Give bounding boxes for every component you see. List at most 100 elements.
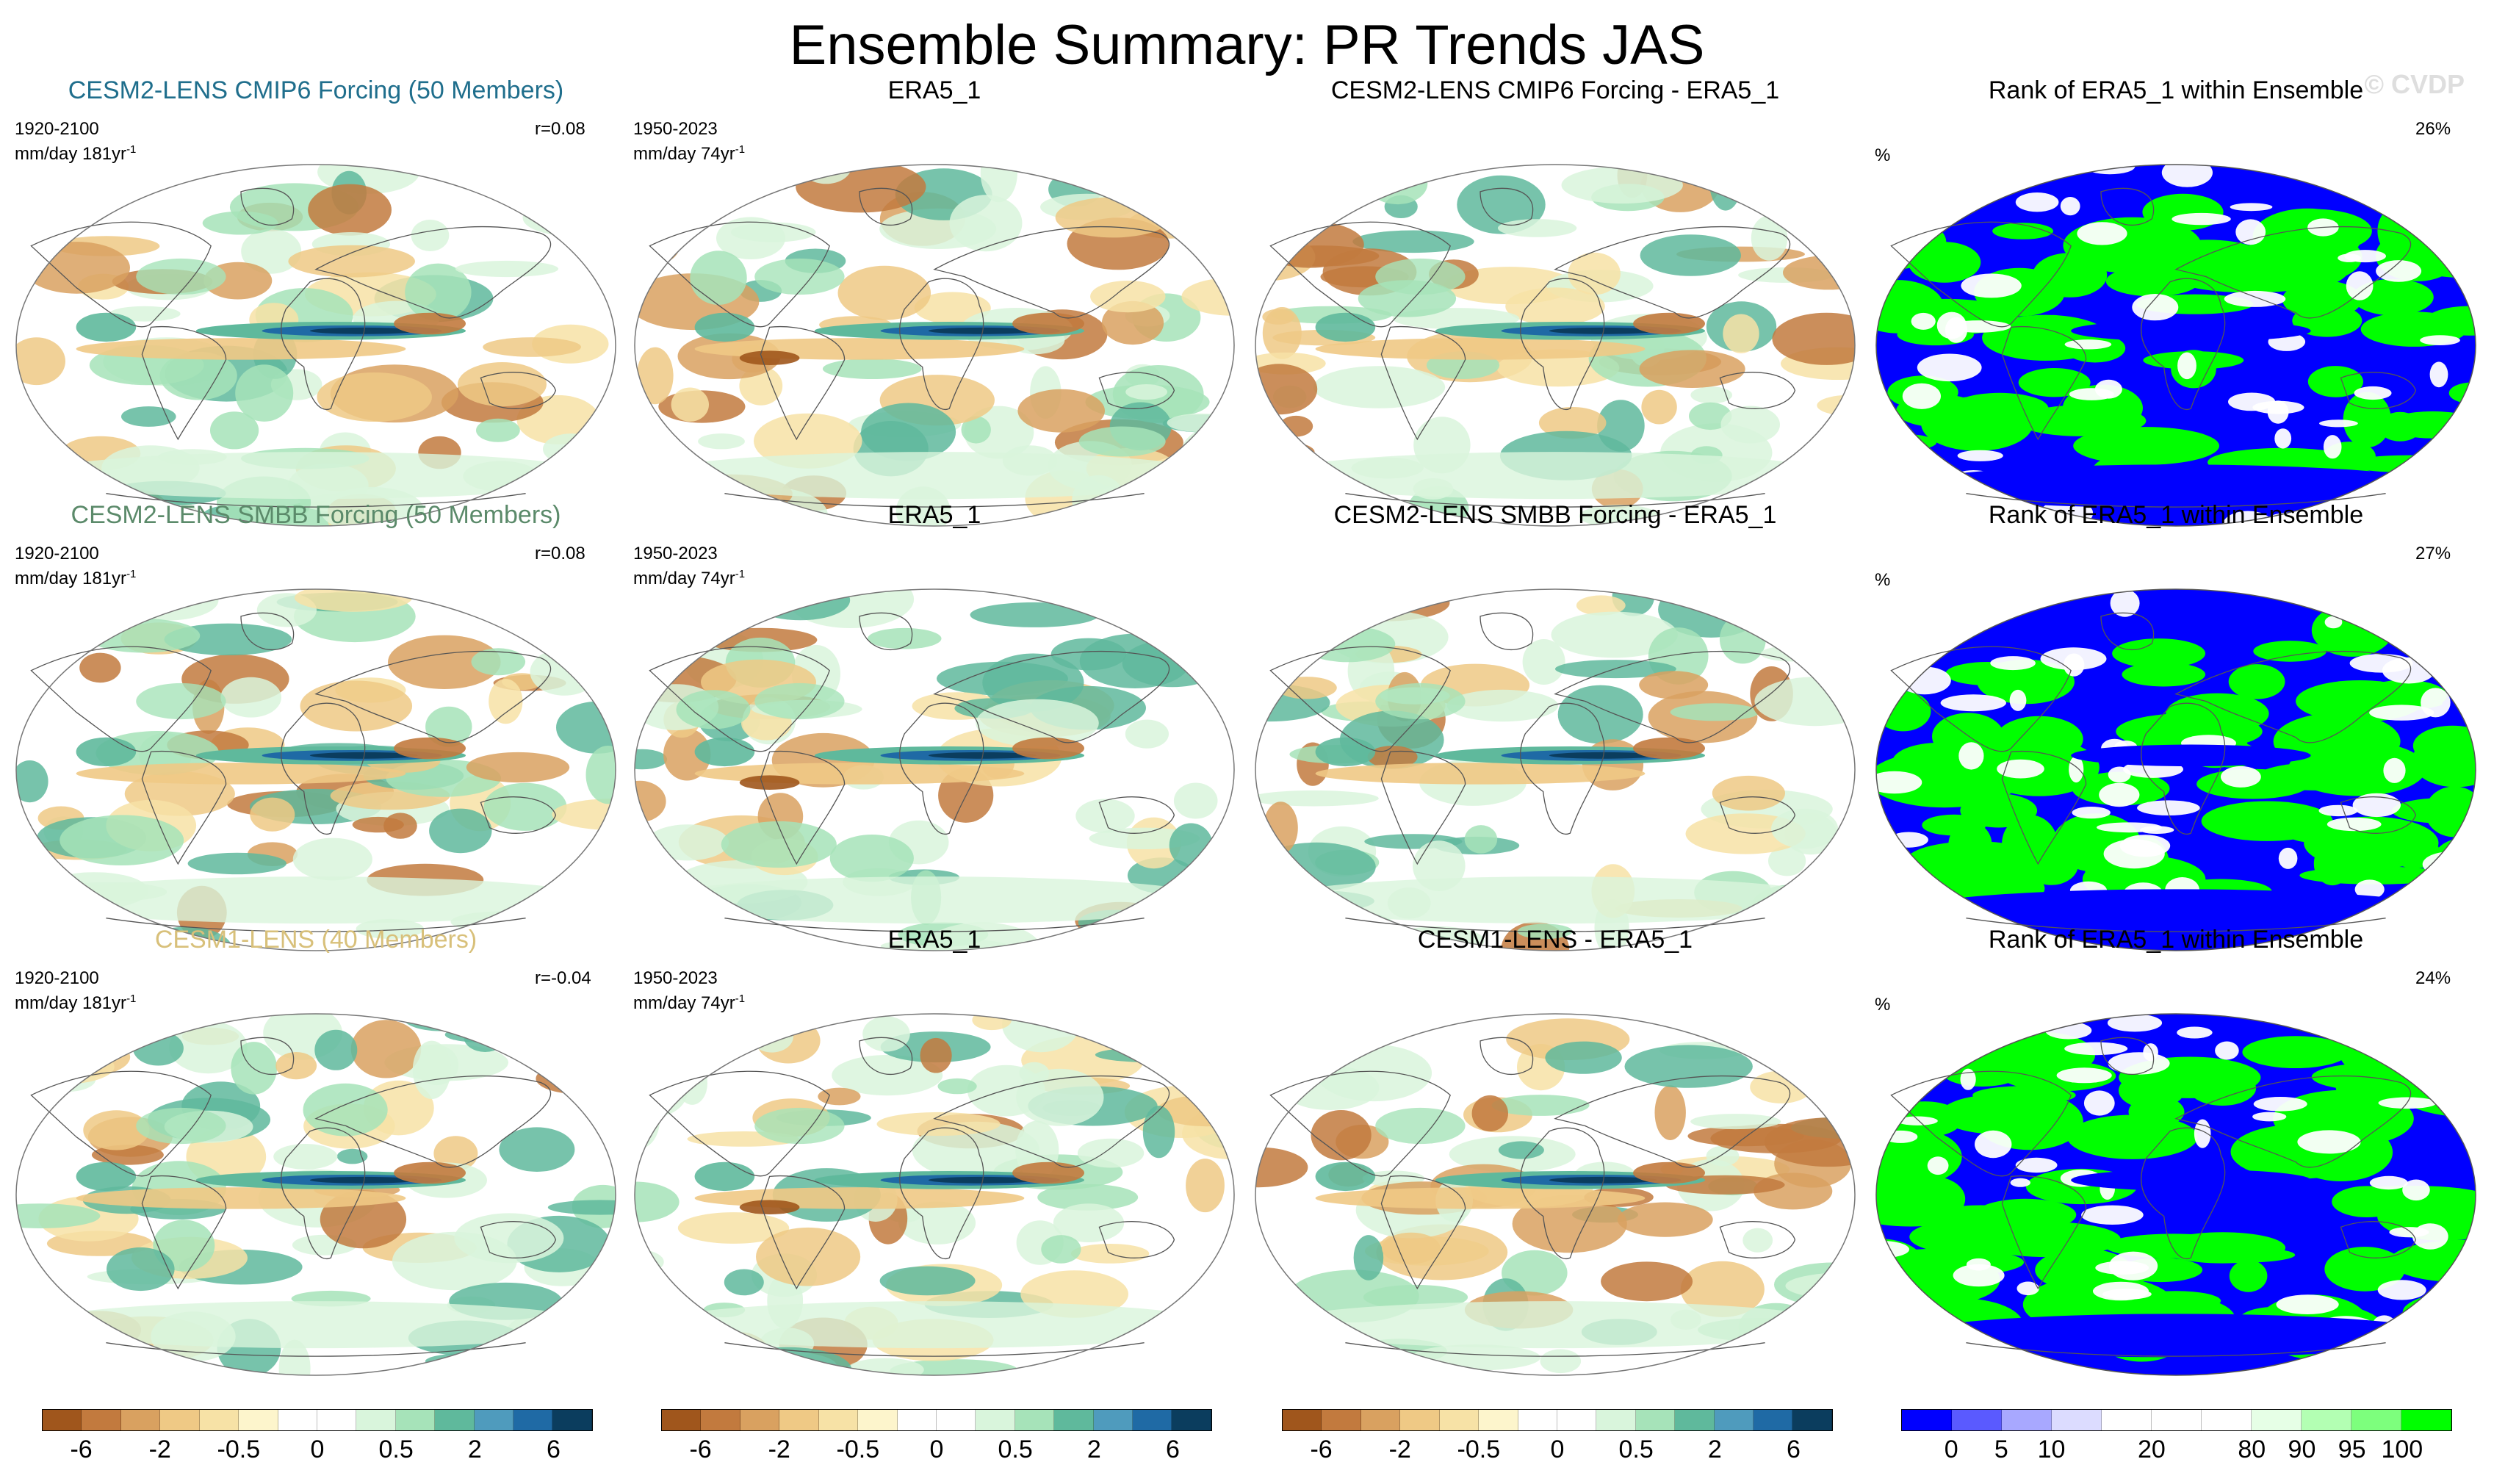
colorbar-swatch bbox=[701, 1410, 740, 1430]
colorbar-swatch bbox=[662, 1410, 702, 1430]
colorbar-swatch bbox=[2401, 1410, 2451, 1430]
rank-colorbar-label: 20 bbox=[2137, 1436, 2166, 1463]
units-exponent: -1 bbox=[126, 993, 137, 1005]
colorbar-swatch bbox=[1439, 1410, 1480, 1430]
rank-colorbar-label: 5 bbox=[1994, 1436, 2008, 1463]
obs-trend-colorbar-label: 6 bbox=[1165, 1436, 1180, 1463]
rank-panel-title: Rank of ERA5_1 within Ensemble bbox=[1988, 926, 2364, 954]
rank-colorbar bbox=[1901, 1409, 2452, 1431]
diff-trend-colorbar-label: 6 bbox=[1786, 1436, 1801, 1463]
rank-panel-title: Rank of ERA5_1 within Ensemble bbox=[1988, 501, 2364, 529]
colorbar-swatch bbox=[1675, 1410, 1715, 1430]
obs-trend-colorbar-label: -6 bbox=[689, 1436, 712, 1463]
rank-percent: 24% bbox=[2415, 968, 2451, 988]
units-exponent: -1 bbox=[735, 993, 746, 1005]
colorbar-swatch bbox=[278, 1410, 317, 1430]
colorbar-swatch bbox=[1283, 1410, 1322, 1430]
units-exponent: -1 bbox=[735, 143, 746, 156]
rank-percent: 27% bbox=[2415, 544, 2451, 563]
model-map-row-2 bbox=[15, 588, 616, 951]
colorbar-swatch bbox=[858, 1410, 898, 1430]
colorbar-swatch bbox=[2351, 1410, 2401, 1430]
obs-period: 1950-2023 bbox=[633, 968, 718, 988]
model-trend-colorbar bbox=[42, 1409, 593, 1431]
diff-panel-title: CESM2-LENS SMBB Forcing - ERA5_1 bbox=[1333, 501, 1777, 529]
model-trend-colorbar-label: -0.5 bbox=[217, 1436, 261, 1463]
rank-colorbar-label: 95 bbox=[2338, 1436, 2366, 1463]
colorbar-swatch bbox=[2002, 1410, 2052, 1430]
model-map-row-1 bbox=[15, 164, 616, 527]
colorbar-swatch bbox=[1902, 1410, 1952, 1430]
diff-trend-colorbar-label: 0.5 bbox=[1618, 1436, 1654, 1463]
colorbar-swatch bbox=[1635, 1410, 1676, 1430]
obs-trend-colorbar-label: -0.5 bbox=[836, 1436, 880, 1463]
obs-panel-title: ERA5_1 bbox=[887, 76, 981, 104]
obs-period: 1950-2023 bbox=[633, 119, 718, 139]
rank-panel-title: Rank of ERA5_1 within Ensemble bbox=[1988, 76, 2364, 104]
colorbar-swatch bbox=[740, 1410, 780, 1430]
model-trend-colorbar-label: 6 bbox=[546, 1436, 561, 1463]
watermark: © CVDP bbox=[2364, 69, 2465, 99]
rank-percent: 26% bbox=[2415, 119, 2451, 139]
rank-colorbar-label: 80 bbox=[2238, 1436, 2266, 1463]
colorbar-swatch bbox=[317, 1410, 357, 1430]
obs-panel-title: ERA5_1 bbox=[887, 926, 981, 954]
diff-trend-colorbar-label: 0 bbox=[1550, 1436, 1565, 1463]
colorbar-swatch bbox=[199, 1410, 239, 1430]
rank-colorbar-label: 90 bbox=[2288, 1436, 2316, 1463]
model-correlation: r=0.08 bbox=[535, 544, 585, 563]
obs-map-row-1 bbox=[634, 164, 1235, 527]
model-trend-colorbar-label: 0.5 bbox=[378, 1436, 414, 1463]
colorbar-swatch bbox=[120, 1410, 161, 1430]
model-period: 1920-2100 bbox=[15, 119, 99, 139]
colorbar-swatch bbox=[1557, 1410, 1597, 1430]
obs-map-row-3 bbox=[634, 1013, 1235, 1376]
model-panel-title: CESM2-LENS CMIP6 Forcing (50 Members) bbox=[68, 76, 564, 104]
colorbar-swatch bbox=[1093, 1410, 1134, 1430]
colorbar-swatch bbox=[1054, 1410, 1094, 1430]
rank-map-row-2 bbox=[1875, 588, 2476, 951]
colorbar-swatch bbox=[513, 1410, 553, 1430]
colorbar-swatch bbox=[43, 1410, 82, 1430]
diff-map-row-3 bbox=[1255, 1013, 1856, 1376]
model-units: mm/day 181yr-1 bbox=[15, 993, 137, 1013]
rank-unit: % bbox=[1875, 145, 1891, 165]
colorbar-swatch bbox=[2252, 1410, 2302, 1430]
model-period: 1920-2100 bbox=[15, 968, 99, 988]
rank-unit: % bbox=[1875, 995, 1891, 1015]
colorbar-swatch bbox=[239, 1410, 278, 1430]
colorbar-swatch bbox=[1400, 1410, 1440, 1430]
colorbar-swatch bbox=[976, 1410, 1015, 1430]
colorbar-swatch bbox=[1714, 1410, 1754, 1430]
obs-units: mm/day 74yr-1 bbox=[633, 568, 746, 588]
obs-trend-colorbar-label: 0 bbox=[929, 1436, 944, 1463]
colorbar-swatch bbox=[936, 1410, 976, 1430]
model-correlation: r=-0.04 bbox=[535, 968, 591, 988]
colorbar-swatch bbox=[1322, 1410, 1361, 1430]
rank-colorbar-label: 100 bbox=[2381, 1436, 2423, 1463]
obs-panel-title: ERA5_1 bbox=[887, 501, 981, 529]
colorbar-swatch bbox=[552, 1410, 592, 1430]
colorbar-swatch bbox=[1172, 1410, 1211, 1430]
model-panel-title: CESM2-LENS SMBB Forcing (50 Members) bbox=[71, 501, 561, 529]
colorbar-swatch bbox=[1952, 1410, 2002, 1430]
colorbar-swatch bbox=[1360, 1410, 1401, 1430]
rank-colorbar-label: 0 bbox=[1944, 1436, 1958, 1463]
diff-trend-colorbar bbox=[1282, 1409, 1833, 1431]
diff-panel-title: CESM2-LENS CMIP6 Forcing - ERA5_1 bbox=[1330, 76, 1780, 104]
colorbar-swatch bbox=[2152, 1410, 2202, 1430]
model-trend-colorbar-label: -6 bbox=[70, 1436, 93, 1463]
model-trend-colorbar-label: 0 bbox=[310, 1436, 325, 1463]
colorbar-swatch bbox=[1792, 1410, 1832, 1430]
units-exponent: -1 bbox=[735, 568, 746, 580]
rank-map-row-3 bbox=[1875, 1013, 2476, 1376]
diff-trend-colorbar-label: -2 bbox=[1388, 1436, 1411, 1463]
obs-map-row-2 bbox=[634, 588, 1235, 951]
colorbar-swatch bbox=[356, 1410, 396, 1430]
colorbar-swatch bbox=[1596, 1410, 1636, 1430]
model-trend-colorbar-label: 2 bbox=[467, 1436, 482, 1463]
colorbar-swatch bbox=[2102, 1410, 2152, 1430]
model-period: 1920-2100 bbox=[15, 544, 99, 563]
colorbar-swatch bbox=[897, 1410, 937, 1430]
obs-units: mm/day 74yr-1 bbox=[633, 143, 746, 164]
